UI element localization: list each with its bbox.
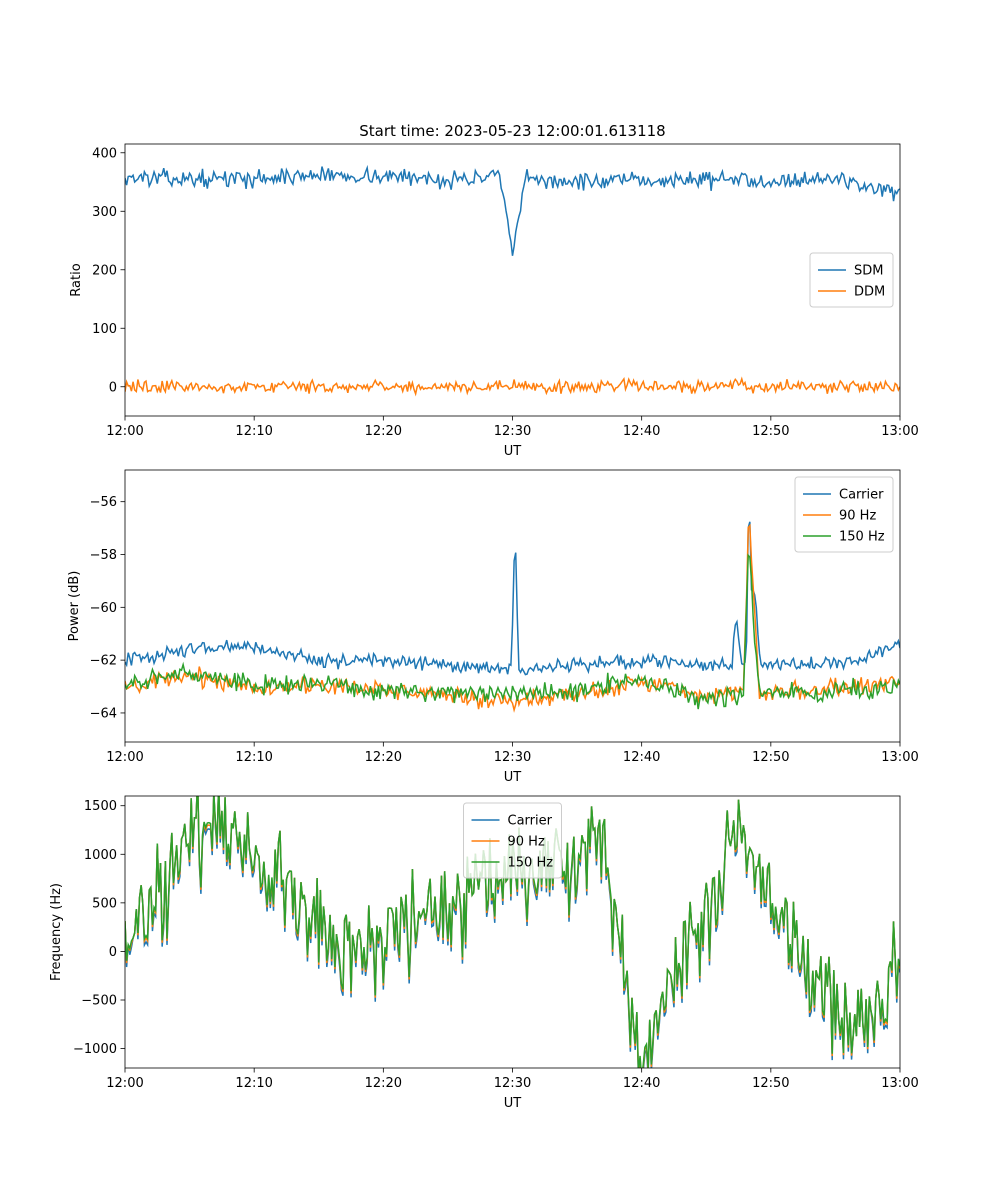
series-line-150-hz [125, 553, 900, 710]
legend: SDM DDM [809, 252, 894, 308]
y-tick-label: −500 [81, 994, 117, 1009]
legend-entry: Carrier [839, 488, 884, 503]
x-tick-label: 12:30 [494, 1076, 531, 1091]
x-tick-label: 13:00 [881, 750, 918, 765]
legend-box [463, 802, 562, 879]
chart-title: Start time: 2023-05-23 12:00:01.613118 [359, 122, 665, 140]
chart-panel-1: 12:00 12:10 12:20 12:30 12:40 12:50 13:00 0 100 2… [69, 122, 919, 459]
legend: Carrier 90 Hz 150 Hz [463, 802, 562, 879]
y-tick-label: 300 [92, 205, 117, 220]
y-tick-label: 1000 [84, 848, 117, 863]
legend-entry: DDM [854, 285, 885, 300]
legend-entry: 150 Hz [839, 530, 885, 545]
y-tick-label: 0 [109, 380, 117, 395]
x-tick-label: 12:50 [752, 1076, 789, 1091]
y-tick-label: −56 [90, 495, 117, 510]
x-tick-label: 12:10 [235, 750, 272, 765]
x-tick-label: 12:10 [235, 424, 272, 439]
x-tick-label: 12:40 [623, 750, 660, 765]
legend-entry: SDM [854, 264, 883, 279]
x-tick-label: 12:30 [494, 750, 531, 765]
y-tick-label: −1000 [73, 1042, 117, 1057]
y-tick-label: 100 [92, 322, 117, 337]
series-line-sdm [125, 164, 900, 256]
x-axis-label: UT [504, 770, 522, 785]
x-tick-label: 12:20 [365, 750, 402, 765]
legend-box [794, 476, 894, 553]
y-tick-label: 400 [92, 146, 117, 161]
y-tick-label: −60 [90, 601, 117, 616]
x-axis-label: UT [504, 1096, 522, 1111]
x-tick-label: 12:40 [623, 1076, 660, 1091]
x-tick-label: 12:00 [106, 424, 143, 439]
y-axis-label: Power (dB) [67, 571, 82, 642]
x-tick-label: 12:50 [752, 424, 789, 439]
legend: Carrier 90 Hz 150 Hz [794, 476, 894, 553]
y-tick-label: 200 [92, 263, 117, 278]
chart-panel-2: 12:00 12:10 12:20 12:30 12:40 12:50 13:00 −64 −6… [67, 469, 919, 785]
x-tick-label: 13:00 [881, 1076, 918, 1091]
x-tick-label: 13:00 [881, 424, 918, 439]
x-tick-label: 12:10 [235, 1076, 272, 1091]
y-tick-label: −64 [90, 706, 117, 721]
x-tick-label: 12:50 [752, 750, 789, 765]
x-tick-label: 12:20 [365, 1076, 402, 1091]
y-axis-label: Frequency (Hz) [49, 883, 64, 981]
y-tick-label: −58 [90, 548, 117, 563]
series-line-carrier [125, 521, 900, 676]
x-tick-label: 12:40 [623, 424, 660, 439]
legend-entry: 150 Hz [508, 856, 554, 871]
legend-box [809, 252, 894, 308]
y-tick-label: −62 [90, 654, 117, 669]
y-tick-label: 1500 [84, 799, 117, 814]
legend-entry: 90 Hz [508, 835, 545, 850]
y-tick-label: 500 [92, 896, 117, 911]
y-tick-label: 0 [109, 945, 117, 960]
x-tick-label: 12:30 [494, 424, 531, 439]
chart-panel-3: 12:00 12:10 12:20 12:30 12:40 12:50 13:00 −1000… [49, 795, 919, 1111]
x-tick-label: 12:00 [106, 750, 143, 765]
legend-entry: Carrier [508, 814, 553, 829]
x-axis-label: UT [504, 444, 522, 459]
series-line-ddm [125, 376, 900, 397]
x-tick-label: 12:00 [106, 1076, 143, 1091]
x-tick-label: 12:20 [365, 424, 402, 439]
y-axis-label: Ratio [69, 263, 84, 296]
legend-entry: 90 Hz [839, 509, 876, 524]
